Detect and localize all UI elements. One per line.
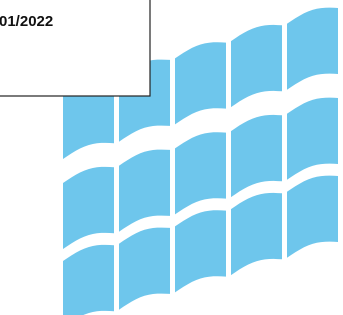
page: 01/2022 (() => { const data = JSON.parse… — [0, 0, 343, 315]
wave-tile — [287, 98, 338, 180]
wave-tile — [119, 228, 170, 310]
wave-tile — [231, 193, 282, 275]
wave-tile — [287, 176, 338, 258]
wave-tile — [175, 132, 226, 214]
wave-tile — [119, 150, 170, 232]
date-label: 01/2022 — [0, 13, 53, 30]
wave-tile — [231, 25, 282, 107]
wave-tile — [231, 115, 282, 197]
screenshot: 01/2022 — [0, 0, 343, 315]
wave-tile — [63, 245, 114, 315]
wave-tile — [175, 42, 226, 124]
wave-tile — [287, 8, 338, 90]
wave-tile — [175, 210, 226, 292]
wave-tile — [63, 167, 114, 249]
